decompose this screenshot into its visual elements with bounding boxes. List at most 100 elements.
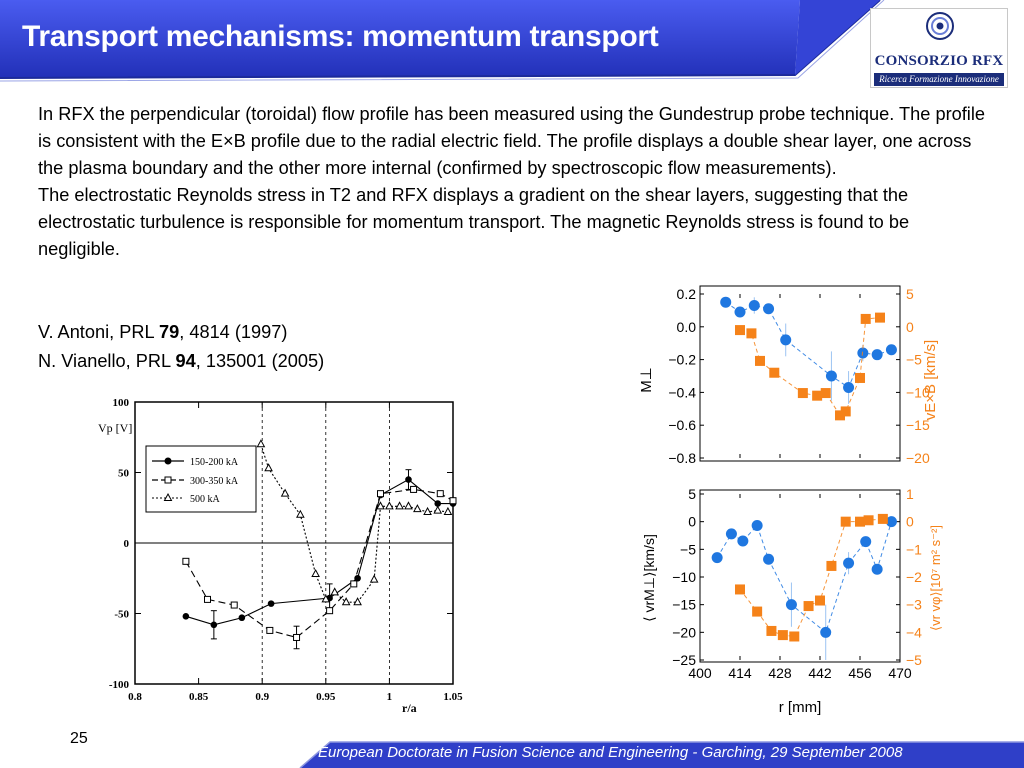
data-point xyxy=(766,625,777,636)
y-tick-label: 0 xyxy=(124,538,130,550)
x-tick-label: 428 xyxy=(768,665,792,681)
data-point xyxy=(763,303,775,315)
y-tick-label-left: −20 xyxy=(672,624,696,640)
data-point xyxy=(826,560,837,571)
body-text: In RFX the perpendicular (toroidal) flow… xyxy=(38,101,988,263)
y-axis-left-label: ⟨ vrM⊥⟩[km/s] xyxy=(641,534,657,622)
logo-name: CONSORZIO RFX xyxy=(874,53,1004,69)
data-point xyxy=(711,552,723,564)
data-point xyxy=(413,504,422,513)
logo-tagline: Ricerca Formazione Innovazione xyxy=(874,73,1004,86)
series-line xyxy=(725,301,892,389)
y-tick-label-left: −0.2 xyxy=(668,352,696,368)
data-point xyxy=(755,355,765,366)
data-point xyxy=(780,334,792,346)
data-point xyxy=(812,390,823,401)
data-point xyxy=(238,614,246,622)
mach-exb-chart: 0.2 0.0 −0.2 −0.4 −0.6 −0.8 5 0 −5 −10 −15 −20 M⊥ v… xyxy=(638,285,939,466)
legend-label: 300-350 kA xyxy=(190,476,239,487)
reference-item: N. Vianello, PRL 94, 135001 (2005) xyxy=(38,347,324,376)
data-point xyxy=(293,633,301,641)
y-axis-right-label: ⟨vr vφ⟩[10⁷ m² s⁻²] xyxy=(928,525,943,631)
data-point xyxy=(840,406,851,417)
legend-label: 500 kA xyxy=(190,494,221,505)
x-tick-label: 1.05 xyxy=(443,691,463,703)
y-tick-label-right: −15 xyxy=(906,417,930,433)
reference-text: , 135001 (2005) xyxy=(195,351,325,371)
x-tick-label: 0.85 xyxy=(189,691,209,703)
data-point xyxy=(875,312,885,323)
x-tick-label: 400 xyxy=(688,665,712,681)
data-point xyxy=(230,601,238,609)
paragraph-flow-profile: In RFX the perpendicular (toroidal) flow… xyxy=(38,104,985,178)
y-tick-label: 100 xyxy=(113,397,130,409)
data-point xyxy=(395,501,404,510)
data-point xyxy=(871,563,883,575)
data-point xyxy=(182,557,190,565)
data-point xyxy=(777,630,788,641)
data-point xyxy=(321,594,331,603)
y-tick-label-right: −3 xyxy=(906,597,922,613)
data-point xyxy=(752,606,763,617)
data-point xyxy=(725,528,737,540)
y-tick-label-left: 0.0 xyxy=(677,319,697,335)
consorzio-rfx-logo: CONSORZIO RFX Ricerca Formazione Innovaz… xyxy=(870,8,1008,88)
series-line xyxy=(185,488,454,639)
data-point xyxy=(423,506,432,515)
y-axis-left-label: M⊥ xyxy=(638,367,655,393)
data-point xyxy=(835,410,845,421)
y-tick-label: 50 xyxy=(118,468,130,480)
data-point xyxy=(751,520,763,532)
y-tick-label-right: 1 xyxy=(906,486,914,502)
series-line xyxy=(739,317,881,417)
y-axis-right-label: vE×B [km/s] xyxy=(922,340,939,420)
footer-bar xyxy=(299,741,1024,768)
data-point xyxy=(734,306,746,318)
data-point xyxy=(843,557,855,569)
y-tick-label-left: −0.6 xyxy=(668,417,696,433)
chart-legend: 150-200 kA 300-350 kA 500 kA xyxy=(145,445,257,513)
data-point xyxy=(797,388,808,399)
x-axis-label: r/a xyxy=(402,701,417,715)
slide-number: 25 xyxy=(70,730,88,747)
y-tick-label-right: −4 xyxy=(906,624,922,640)
y-tick-label-right: −10 xyxy=(906,384,930,400)
legend-label: 150-200 kA xyxy=(190,457,239,468)
data-point xyxy=(354,574,361,582)
data-point xyxy=(256,439,266,448)
reference-text: , 4814 (1997) xyxy=(179,322,288,342)
data-point xyxy=(860,536,872,548)
data-point xyxy=(860,313,871,324)
legend-marker-open-square xyxy=(164,476,172,484)
y-tick-label-right: −2 xyxy=(906,569,922,585)
y-tick-label-right: −5 xyxy=(906,352,922,368)
data-point xyxy=(789,631,800,642)
y-tick-label-right: −1 xyxy=(906,541,922,557)
data-point xyxy=(311,568,320,578)
data-point xyxy=(877,513,888,524)
data-point xyxy=(815,595,825,606)
data-point xyxy=(296,509,305,518)
x-tick-label: 0.95 xyxy=(316,691,336,703)
y-tick-label-left: 5 xyxy=(688,486,696,502)
data-point xyxy=(353,597,362,606)
x-tick-label: 0.9 xyxy=(255,691,269,703)
data-point xyxy=(341,597,351,606)
x-tick-label: 456 xyxy=(848,665,872,681)
y-tick-label-right: 5 xyxy=(906,286,914,302)
header-bar xyxy=(0,0,885,82)
plot-frame xyxy=(699,489,901,663)
y-tick-label: -100 xyxy=(109,679,130,691)
x-axis-label: r [mm] xyxy=(779,699,822,716)
data-point xyxy=(369,574,379,583)
x-tick-label: 442 xyxy=(808,665,832,681)
data-point xyxy=(182,613,190,620)
footer-text: European Doctorate in Fusion Science and… xyxy=(318,744,903,761)
y-axis-label: Vp [V] xyxy=(98,421,132,435)
data-point xyxy=(720,296,732,308)
data-point xyxy=(350,580,358,588)
x-tick-label: 414 xyxy=(728,665,752,681)
data-point xyxy=(855,372,865,383)
y-tick-label-left: 0.2 xyxy=(677,286,697,302)
data-point xyxy=(885,344,897,356)
